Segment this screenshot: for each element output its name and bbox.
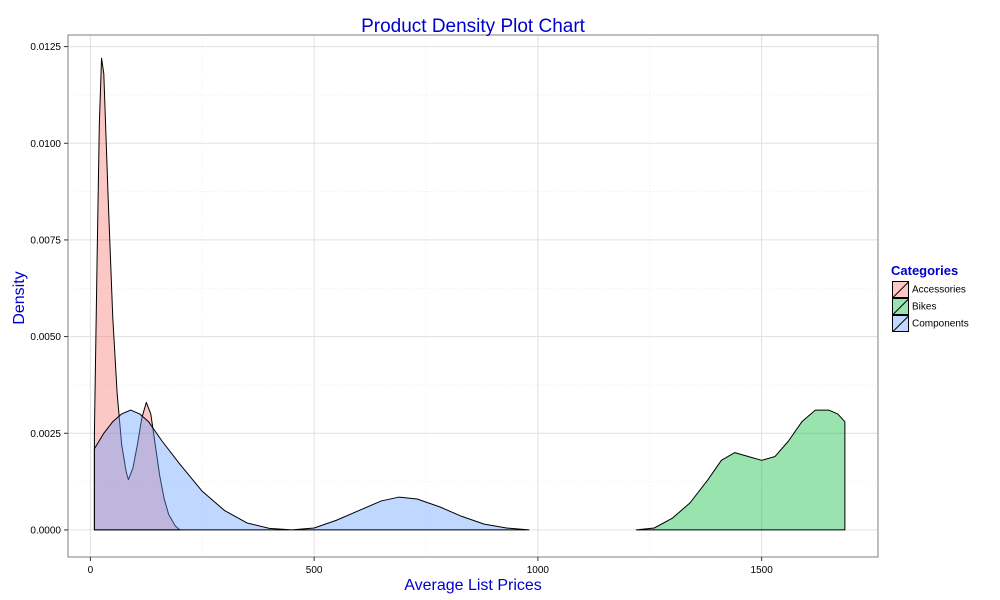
x-tick-label: 1500: [751, 565, 774, 576]
y-tick-label: 0.0050: [30, 332, 61, 343]
legend-label-components: Components: [912, 319, 969, 330]
density-area-accessories: [93, 57, 181, 531]
legend-items: Accessories Bikes Components: [892, 281, 969, 332]
x-axis-ticks: 0 500 1000 1500: [88, 557, 774, 576]
y-tick-label: 0.0125: [30, 42, 61, 53]
legend-label-bikes: Bikes: [912, 302, 936, 313]
legend-title: Categories: [891, 263, 958, 278]
chart-title: Product Density Plot Chart: [361, 16, 586, 37]
y-tick-label: 0.0100: [30, 139, 61, 150]
x-tick-label: 0: [88, 565, 94, 576]
x-tick-label: 1000: [527, 565, 550, 576]
legend-label-accessories: Accessories: [912, 285, 966, 296]
legend-swatch-slash: [892, 315, 909, 332]
y-tick-label: 0.0025: [30, 429, 61, 440]
y-axis-title: Density: [11, 271, 28, 324]
x-tick-label: 500: [306, 565, 323, 576]
minor-gridlines: [68, 35, 878, 557]
density-area-components: [93, 409, 530, 531]
y-axis-ticks: 0.0000 0.0025 0.0050 0.0075 0.0100 0.0125: [30, 42, 68, 536]
x-axis-title: Average List Prices: [404, 577, 542, 594]
legend-swatch-slash: [892, 298, 909, 315]
plot-border: [67, 34, 879, 558]
legend-swatch-slash: [892, 281, 909, 298]
y-tick-label: 0.0000: [30, 525, 61, 536]
y-tick-label: 0.0075: [30, 235, 61, 246]
legend: Categories Accessories Bikes Components: [891, 263, 969, 332]
density-series: [93, 57, 846, 531]
density-area-bikes: [635, 409, 846, 531]
plot-panel: [68, 35, 878, 557]
